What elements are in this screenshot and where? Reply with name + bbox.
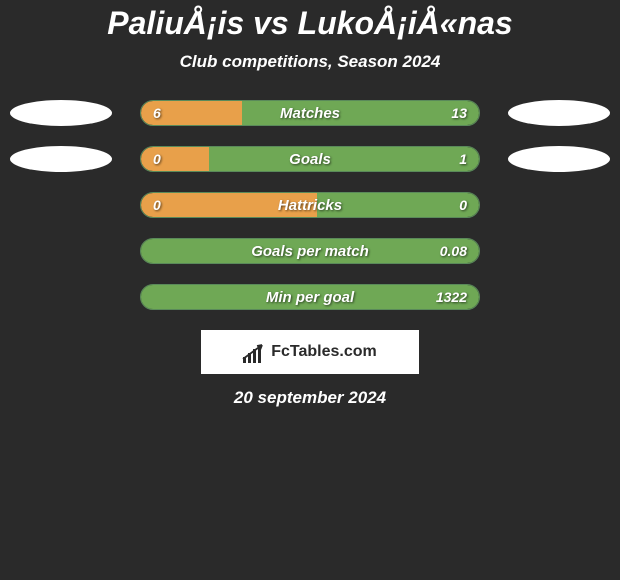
player-indicator-right — [508, 100, 610, 126]
stat-row: 6 Matches 13 — [0, 100, 620, 126]
player-indicator-left — [10, 100, 112, 126]
stat-value-right: 0.08 — [440, 243, 467, 259]
stat-label: Min per goal — [266, 289, 354, 306]
bar-fill-right — [209, 147, 479, 171]
stat-row: Goals per match 0.08 — [0, 238, 620, 264]
stat-value-left: 6 — [153, 105, 161, 121]
stat-bar: 0 Hattricks 0 — [140, 192, 480, 218]
bar-fill-left — [141, 147, 209, 171]
stat-bar: Goals per match 0.08 — [140, 238, 480, 264]
page-title: PaliuÅ¡is vs LukoÅ¡iÅ«nas — [0, 5, 620, 42]
stat-value-right: 1322 — [436, 289, 467, 305]
stat-row: Min per goal 1322 — [0, 284, 620, 310]
stat-bar: 0 Goals 1 — [140, 146, 480, 172]
bar-fill-right — [242, 101, 479, 125]
stat-value-right: 13 — [451, 105, 467, 121]
logo-text: FcTables.com — [271, 343, 377, 361]
placeholder — [10, 284, 112, 310]
date-label: 20 september 2024 — [0, 388, 620, 408]
placeholder — [508, 192, 610, 218]
stat-label: Goals per match — [251, 243, 369, 260]
player-indicator-left — [10, 146, 112, 172]
stat-label: Hattricks — [278, 197, 342, 214]
comparison-infographic: PaliuÅ¡is vs LukoÅ¡iÅ«nas Club competiti… — [0, 0, 620, 408]
subtitle: Club competitions, Season 2024 — [0, 52, 620, 72]
bar-chart-icon — [243, 341, 265, 363]
stat-value-right: 0 — [459, 197, 467, 213]
stats-area: 6 Matches 13 0 Goals 1 0 Hattricks 0 Goals per ma… — [0, 100, 620, 310]
stat-row: 0 Goals 1 — [0, 146, 620, 172]
stat-bar: 6 Matches 13 — [140, 100, 480, 126]
stat-value-right: 1 — [459, 151, 467, 167]
player-indicator-right — [508, 146, 610, 172]
placeholder — [508, 238, 610, 264]
stat-label: Matches — [280, 105, 340, 122]
stat-bar: Min per goal 1322 — [140, 284, 480, 310]
placeholder — [10, 238, 112, 264]
placeholder — [10, 192, 112, 218]
stat-value-left: 0 — [153, 151, 161, 167]
source-logo: FcTables.com — [201, 330, 419, 374]
stat-value-left: 0 — [153, 197, 161, 213]
stat-label: Goals — [289, 151, 331, 168]
placeholder — [508, 284, 610, 310]
stat-row: 0 Hattricks 0 — [0, 192, 620, 218]
